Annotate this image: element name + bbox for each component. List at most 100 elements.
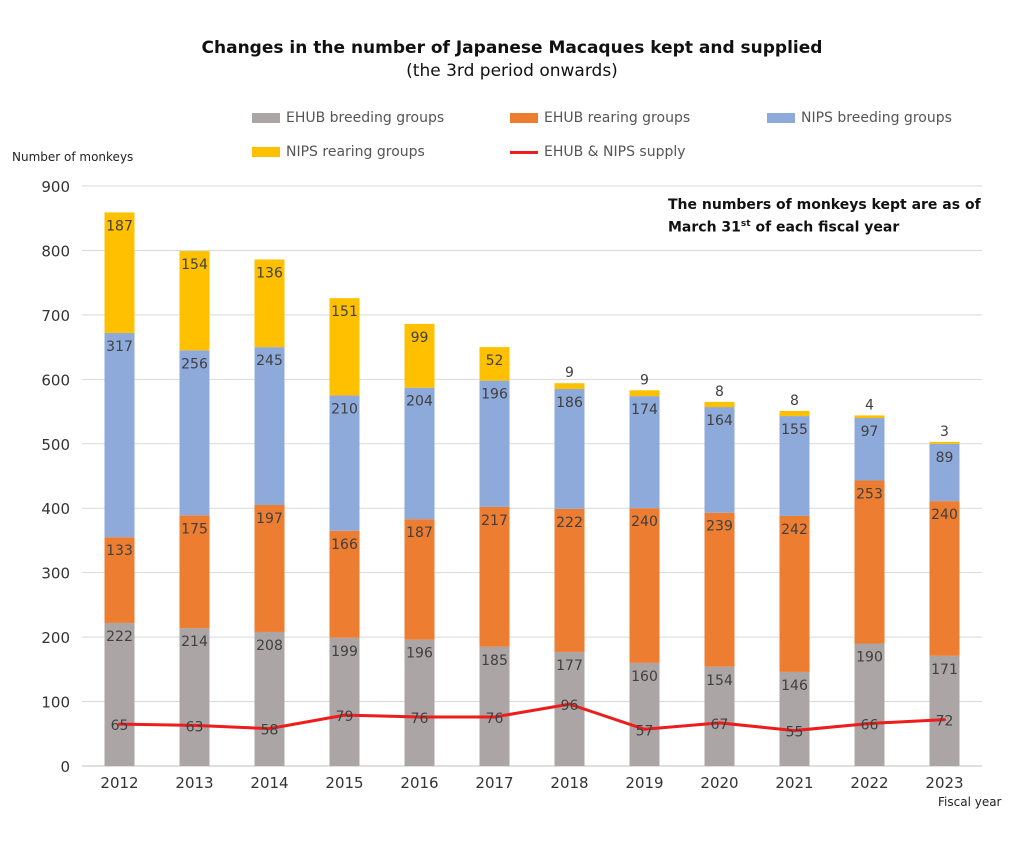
data-label: 97 [861, 424, 879, 440]
bar-segment [479, 506, 510, 647]
data-label: 245 [256, 353, 283, 369]
bar-segment [104, 212, 135, 333]
bar-segment [104, 537, 135, 623]
supply-point [118, 722, 121, 726]
bar-segment [704, 666, 735, 766]
data-label: 196 [406, 646, 433, 662]
data-label: 171 [931, 662, 958, 678]
x-tick-label: 2023 [925, 774, 963, 792]
bar-segment [329, 395, 360, 531]
data-label: 8 [715, 384, 724, 400]
bar-segment [854, 480, 885, 644]
supply-point [193, 723, 196, 727]
legend-line-swatch [510, 150, 538, 154]
x-axis-title: Fiscal year [938, 795, 1002, 809]
x-tick-label: 2021 [775, 774, 813, 792]
bar-segment [329, 637, 360, 766]
data-label: 210 [331, 401, 358, 417]
data-label: 190 [856, 650, 883, 666]
data-label: 175 [181, 521, 208, 537]
bar-segment [854, 415, 885, 418]
bar-segment [479, 380, 510, 507]
supply-point [268, 727, 271, 731]
bar-segment [404, 519, 435, 640]
data-label: 52 [486, 353, 504, 369]
supply-label: 76 [486, 711, 504, 727]
x-tick-label: 2014 [250, 774, 288, 792]
supply-label: 58 [261, 723, 279, 739]
data-label: 217 [481, 513, 508, 529]
data-label: 204 [406, 394, 433, 410]
y-tick-label: 0 [60, 758, 70, 776]
bar-segment [554, 508, 585, 652]
data-label: 222 [106, 629, 133, 645]
supply-point [343, 713, 346, 717]
supply-label: 65 [111, 718, 129, 734]
supply-point [493, 715, 496, 719]
data-label: 186 [556, 395, 583, 411]
bar-segment [854, 643, 885, 766]
data-label: 166 [331, 537, 358, 553]
bar-segment [929, 441, 960, 444]
supply-label: 72 [936, 714, 954, 730]
legend-label: NIPS breeding groups [801, 110, 952, 126]
bar-segment [479, 646, 510, 766]
y-tick-label: 200 [41, 629, 70, 647]
data-label: 155 [781, 422, 808, 438]
data-label: 256 [181, 356, 208, 372]
note-line-2: March 31st of each fiscal year [668, 215, 981, 238]
y-tick-label: 800 [41, 242, 70, 260]
x-tick-label: 2017 [475, 774, 513, 792]
data-label: 154 [706, 673, 733, 689]
data-label: 9 [640, 372, 649, 388]
supply-label: 67 [711, 717, 729, 733]
x-tick-label: 2013 [175, 774, 213, 792]
bar-segment [629, 662, 660, 766]
y-tick-label: 300 [41, 565, 70, 583]
supply-point [643, 727, 646, 731]
data-label: 222 [556, 515, 583, 531]
data-label: 151 [331, 304, 358, 320]
data-label: 136 [256, 265, 283, 281]
data-label: 9 [565, 365, 574, 381]
bar-segment [704, 407, 735, 513]
data-label: 208 [256, 638, 283, 654]
data-label: 187 [406, 525, 433, 541]
bar-segment [329, 298, 360, 396]
chart-title: Changes in the number of Japanese Macaqu… [201, 38, 823, 58]
data-label: 3 [940, 424, 949, 440]
bar-segment [779, 416, 810, 516]
bar-segment [854, 418, 885, 481]
supply-point [418, 715, 421, 719]
data-label: 317 [106, 339, 133, 355]
supply-label: 76 [411, 711, 429, 727]
data-label: 8 [790, 393, 799, 409]
bar-segment [179, 251, 210, 351]
data-label: 240 [631, 514, 658, 530]
x-tick-label: 2012 [100, 774, 138, 792]
y-tick-label: 900 [41, 178, 70, 196]
bar-segment [554, 389, 585, 509]
data-label: 242 [781, 522, 808, 538]
bar-segment [179, 515, 210, 629]
data-label: 174 [631, 402, 658, 418]
bar-segment [929, 501, 960, 656]
legend-swatch [252, 113, 280, 123]
supply-point [868, 721, 871, 725]
data-label: 214 [181, 634, 208, 650]
bar-segment [254, 259, 285, 348]
bar-segment [329, 530, 360, 638]
bar-segment [629, 508, 660, 663]
y-tick-label: 500 [41, 436, 70, 454]
data-label: 240 [931, 507, 958, 523]
x-tick-label: 2022 [850, 774, 888, 792]
data-label: 253 [856, 487, 883, 503]
data-label: 89 [936, 450, 954, 466]
y-axis-title: Number of monkeys [12, 150, 134, 164]
bar-segment [779, 671, 810, 766]
legend-item-nips-breeding: NIPS breeding groups [767, 110, 952, 126]
bar-segment [254, 505, 285, 632]
x-tick-label: 2018 [550, 774, 588, 792]
